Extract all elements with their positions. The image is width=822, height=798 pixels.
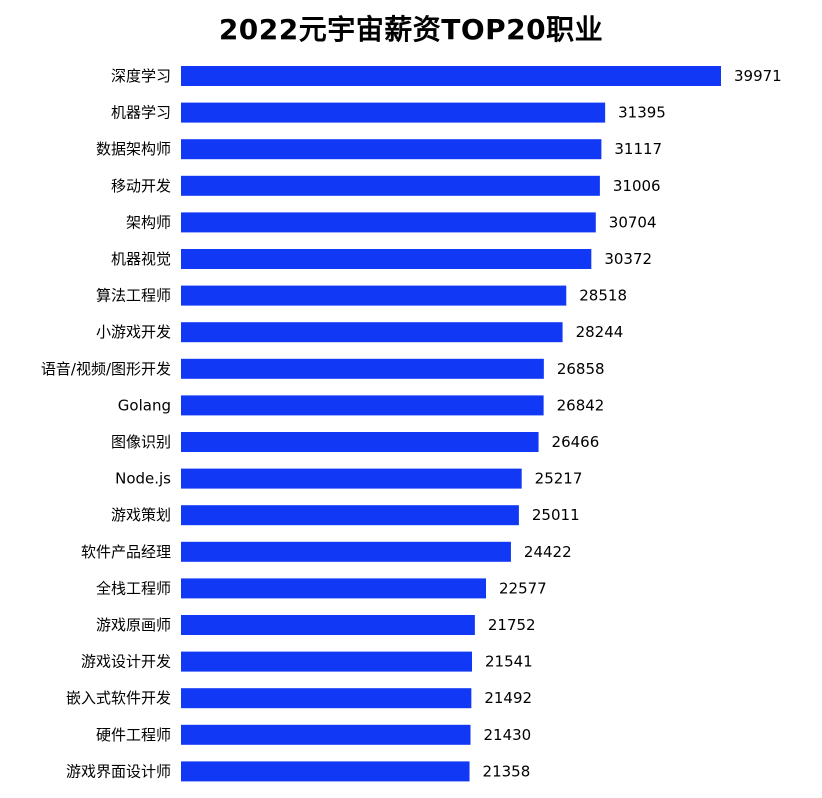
value-label: 21492 bbox=[484, 689, 532, 707]
bar bbox=[181, 358, 544, 379]
bar bbox=[181, 468, 522, 489]
category-label: Golang bbox=[118, 396, 171, 414]
value-label: 28518 bbox=[579, 287, 627, 305]
chart-title: 2022元宇宙薪资TOP20职业 bbox=[218, 13, 604, 46]
category-label: 嵌入式软件开发 bbox=[66, 689, 171, 707]
value-label: 30704 bbox=[609, 213, 657, 231]
value-label: 31006 bbox=[613, 177, 661, 195]
value-label: 30372 bbox=[604, 250, 652, 268]
category-label: 深度学习 bbox=[111, 67, 171, 85]
category-label: 语音/视频/图形开发 bbox=[41, 360, 171, 378]
bar bbox=[181, 102, 606, 123]
value-label: 39971 bbox=[734, 67, 782, 85]
bar bbox=[181, 249, 592, 269]
category-label: 游戏界面设计师 bbox=[66, 762, 171, 780]
category-label: 全栈工程师 bbox=[96, 579, 171, 597]
bar bbox=[181, 505, 519, 526]
bar bbox=[181, 139, 602, 160]
category-label: 游戏原画师 bbox=[96, 616, 171, 634]
category-label: 软件产品经理 bbox=[81, 543, 171, 561]
category-label: 游戏设计开发 bbox=[81, 653, 171, 671]
category-label: 小游戏开发 bbox=[96, 323, 171, 341]
category-label: 机器视觉 bbox=[111, 250, 171, 268]
bar bbox=[181, 66, 721, 86]
bar bbox=[181, 688, 472, 709]
value-label: 21430 bbox=[484, 726, 532, 744]
category-label: 架构师 bbox=[126, 213, 171, 231]
bar bbox=[181, 212, 596, 233]
value-label: 21541 bbox=[485, 653, 533, 671]
category-label: 硬件工程师 bbox=[96, 726, 171, 744]
value-label: 26842 bbox=[557, 396, 605, 414]
bar bbox=[181, 285, 567, 306]
bar bbox=[181, 541, 511, 562]
value-label: 26858 bbox=[557, 360, 605, 378]
category-label: 机器学习 bbox=[111, 104, 171, 122]
bar bbox=[181, 322, 563, 343]
bar bbox=[181, 432, 539, 452]
category-label: 移动开发 bbox=[111, 177, 171, 195]
category-label: 图像识别 bbox=[111, 433, 171, 451]
bar bbox=[181, 724, 471, 745]
bar bbox=[181, 615, 475, 635]
value-label: 25217 bbox=[535, 470, 583, 488]
bar bbox=[181, 761, 470, 782]
value-label: 21752 bbox=[488, 616, 536, 634]
value-label: 31395 bbox=[618, 104, 666, 122]
bar bbox=[181, 651, 473, 672]
value-label: 28244 bbox=[576, 323, 624, 341]
value-label: 25011 bbox=[532, 506, 580, 524]
value-label: 24422 bbox=[524, 543, 572, 561]
value-label: 22577 bbox=[499, 579, 547, 597]
value-label: 31117 bbox=[614, 140, 662, 158]
bar bbox=[181, 578, 487, 599]
category-label: 算法工程师 bbox=[96, 287, 171, 305]
bar bbox=[181, 175, 600, 196]
bar bbox=[181, 395, 544, 416]
value-label: 26466 bbox=[552, 433, 600, 451]
category-label: Node.js bbox=[115, 470, 171, 488]
category-label: 数据架构师 bbox=[96, 140, 171, 158]
category-label: 游戏策划 bbox=[111, 506, 171, 524]
value-label: 21358 bbox=[483, 762, 531, 780]
